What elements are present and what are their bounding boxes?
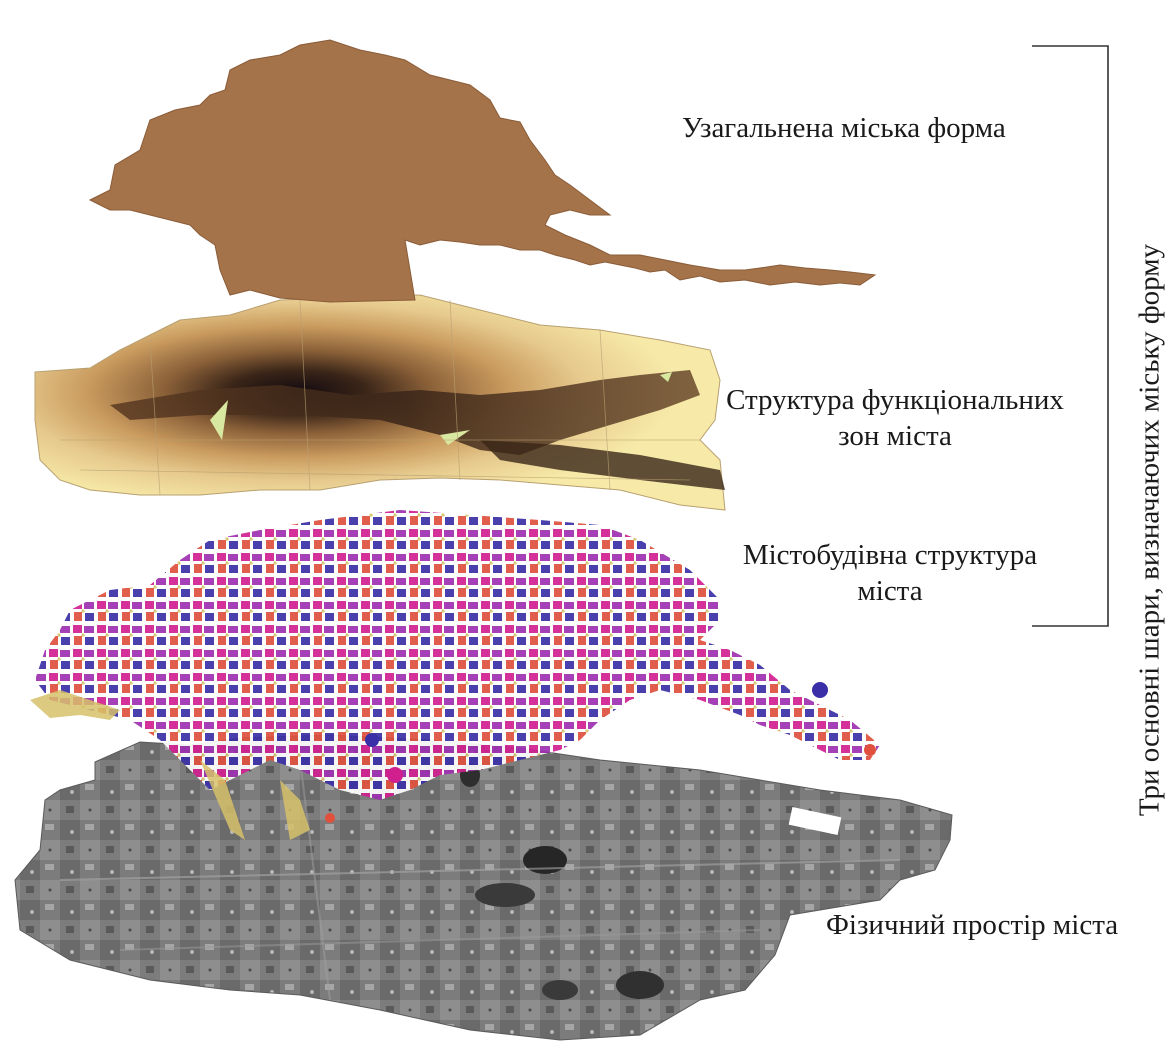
bracket-title: Три основні шари, визначаючих міську фор… — [1120, 0, 1173, 1059]
bracket-line — [1032, 45, 1109, 627]
bracket-title-text: Три основні шари, визначаючих міську фор… — [1133, 243, 1166, 816]
physical-space-layer — [14, 734, 953, 1041]
urban-structure-label-line2: міста — [857, 575, 923, 607]
functional-zones-label: Структура функціональних зон міста — [705, 382, 1085, 454]
generalized-form-label: Узагальнена міська форма — [682, 112, 1006, 144]
urban-structure-layer — [30, 510, 880, 840]
physical-space-label: Фізичний простір міста — [826, 909, 1119, 941]
functional-zones-layer — [34, 294, 726, 511]
urban-structure-label-line1: Містобудівна структура — [742, 539, 1038, 571]
functional-zones-label-line2: зон міста — [838, 420, 952, 452]
generalized-form-layer — [88, 39, 877, 303]
urban-structure-label: Містобудівна структура міста — [715, 537, 1065, 609]
functional-zones-label-line1: Структура функціональних — [726, 384, 1064, 416]
